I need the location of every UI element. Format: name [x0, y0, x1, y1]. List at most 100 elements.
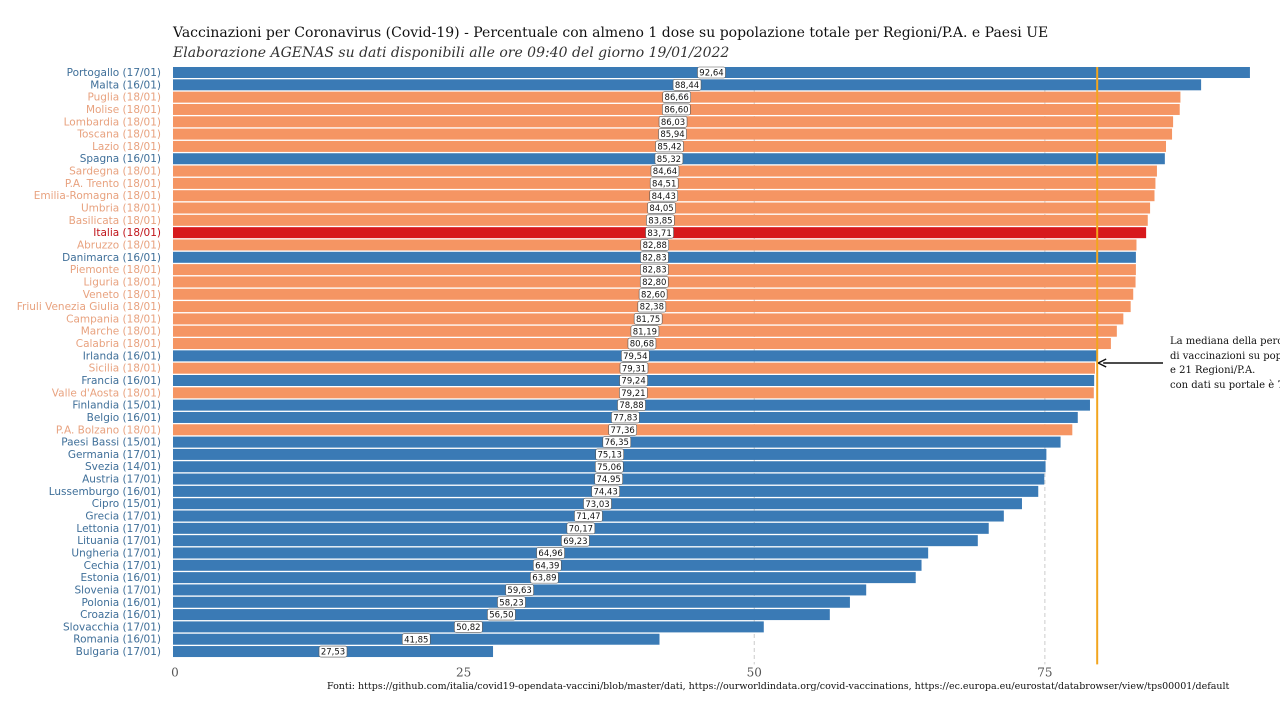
value-label: 76,35: [605, 438, 629, 448]
value-label: 74,43: [593, 487, 617, 497]
value-label: 86,66: [665, 93, 689, 103]
value-label-box: [594, 460, 624, 473]
value-label: 69,23: [563, 537, 587, 547]
value-label-box: [672, 79, 702, 91]
value-label-box: [621, 350, 650, 362]
annotation-line: di vaccinazioni su pop: [1170, 350, 1280, 362]
value-label: 78,88: [619, 401, 643, 411]
category-label: Emilia-Romagna (18/01): [34, 190, 161, 202]
value-label-box: [650, 165, 680, 177]
category-label: Estonia (16/01): [81, 572, 161, 584]
value-label: 41,85: [404, 635, 428, 645]
value-label-box: [649, 189, 679, 202]
category-label: Lussemburgo (16/01): [49, 486, 161, 498]
category-label: Germania (17/01): [68, 449, 161, 461]
value-label-box: [640, 263, 669, 276]
category-label: P.A. Trento (18/01): [65, 178, 161, 190]
value-label: 58,23: [499, 598, 523, 608]
value-label: 82,38: [640, 303, 664, 313]
value-label: 80,68: [630, 340, 654, 350]
value-label-box: [595, 448, 624, 461]
value-label: 85,32: [657, 155, 681, 165]
annotation-line: La mediana della perc: [1170, 336, 1280, 347]
category-label: Lituania (17/01): [77, 535, 161, 547]
category-label: Lazio (18/01): [92, 141, 161, 153]
category-label: Toscana (18/01): [76, 129, 161, 141]
value-label-box: [497, 596, 526, 609]
category-label: Polonia (16/01): [81, 597, 161, 609]
value-label-box: [662, 103, 691, 116]
x-axis-ticks: 0 25 50 75: [171, 665, 1052, 679]
category-label: Svezia (14/01): [85, 461, 161, 473]
value-label-box: [646, 214, 675, 227]
median-annotation: La mediana della perc di vaccinazioni su…: [1170, 335, 1280, 393]
category-label: Francia (16/01): [81, 375, 161, 387]
value-label-box: [658, 128, 687, 140]
value-label-box: [566, 522, 596, 535]
category-label: Umbria (18/01): [81, 203, 161, 215]
category-label: Finlandia (15/01): [72, 400, 161, 412]
value-label-box: [574, 510, 603, 522]
category-label: Campania (18/01): [66, 313, 161, 325]
value-label-box: [654, 152, 684, 165]
category-label: Friuli Venezia Giulia (18/01): [17, 301, 161, 313]
value-label: 86,03: [661, 118, 685, 128]
value-label: 79,21: [621, 389, 645, 399]
bars: [173, 67, 1250, 658]
value-label-box: [619, 374, 648, 387]
annotation-line: e 21 Regioni/P.A.: [1170, 365, 1256, 376]
category-label: Romania (16/01): [73, 634, 161, 646]
category-label: Grecia (17/01): [85, 511, 161, 523]
value-label: 84,43: [652, 192, 676, 202]
value-label-box: [619, 362, 649, 374]
value-label: 70,17: [569, 524, 593, 534]
annotation-arrow: [1097, 358, 1163, 368]
category-label: Slovenia (17/01): [75, 584, 161, 596]
category-label: Puglia (18/01): [87, 92, 161, 104]
x-tick-label: 25: [456, 665, 471, 679]
value-label: 64,39: [535, 561, 559, 571]
category-label: Portogallo (17/01): [67, 67, 161, 79]
category-label: Danimarca (16/01): [62, 252, 161, 264]
category-label: Molise (18/01): [86, 104, 161, 116]
value-label-box: [640, 251, 669, 264]
value-label: 79,31: [622, 364, 646, 374]
value-label: 92,64: [699, 69, 723, 79]
value-label-box: [640, 239, 670, 251]
x-tick-label: 75: [1037, 665, 1052, 679]
value-label-box: [662, 91, 692, 103]
category-label: Sicilia (18/01): [89, 363, 161, 375]
value-label: 82,60: [641, 290, 665, 300]
value-label: 82,83: [642, 253, 666, 263]
value-label-box: [639, 276, 669, 288]
value-label-box: [645, 226, 674, 239]
category-label: Paesi Bassi (15/01): [61, 437, 161, 449]
value-label: 56,50: [489, 611, 513, 621]
value-label: 77,83: [613, 414, 637, 424]
value-label-box: [627, 337, 657, 350]
value-label-box: [647, 202, 676, 214]
value-label-box: [608, 423, 637, 436]
category-label: Lombardia (18/01): [64, 116, 161, 128]
value-label-box: [649, 177, 679, 190]
category-label: Valle d'Aosta (18/01): [52, 387, 161, 399]
value-label: 83,71: [647, 229, 671, 239]
category-label: Belgio (16/01): [87, 412, 161, 424]
category-label: Piemonte (18/01): [70, 264, 161, 276]
value-label: 83,85: [648, 216, 672, 226]
value-label: 75,06: [597, 463, 621, 473]
value-label-box: [487, 608, 516, 621]
value-label: 79,24: [621, 377, 645, 387]
category-label: Italia (18/01): [93, 227, 161, 239]
category-label: P.A. Bolzano (18/01): [56, 424, 161, 436]
category-label: Irlanda (16/01): [83, 350, 161, 362]
category-label: Spagna (16/01): [80, 153, 161, 165]
x-tick-label: 0: [171, 665, 179, 679]
value-label: 81,75: [636, 315, 660, 325]
value-label: 85,42: [657, 143, 681, 153]
value-label-box: [536, 547, 565, 559]
value-label: 82,80: [642, 278, 666, 288]
category-label: Veneto (18/01): [83, 289, 161, 301]
value-label-box: [532, 559, 562, 572]
value-label: 74,95: [596, 475, 620, 485]
